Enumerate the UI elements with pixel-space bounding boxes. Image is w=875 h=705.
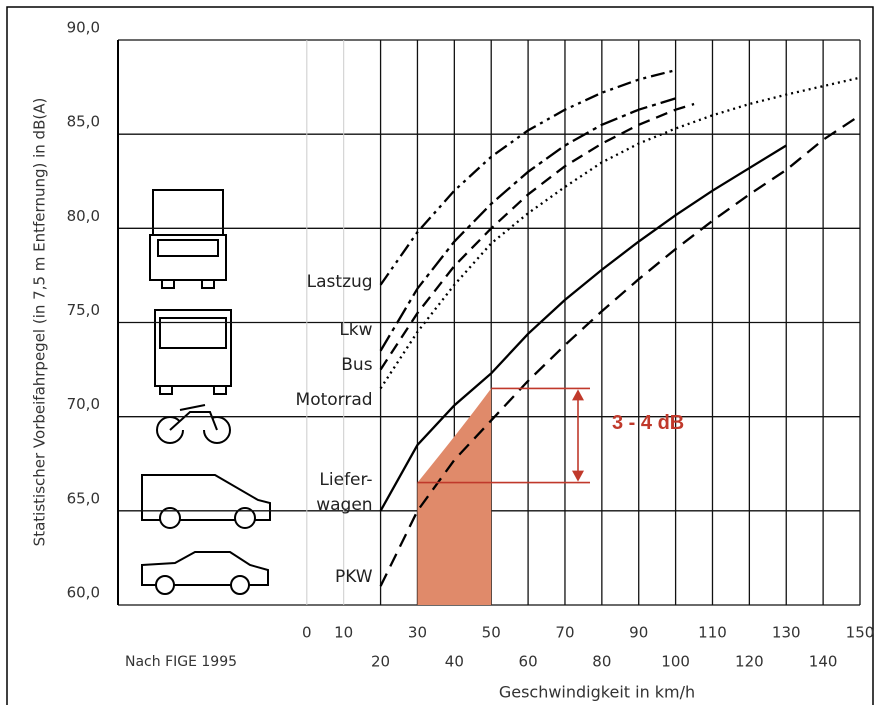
x-tick-label: 40 [445,653,464,671]
series-label: Lkw [223,318,373,343]
source-note: Nach FIGE 1995 [125,654,237,670]
chart: Statistischer Vorbeifahrpegel (in 7,5 m … [0,0,875,705]
series-label: Liefer- wagen [223,468,373,518]
series-label: Motorrad [223,388,373,413]
y-tick-label: 80,0 [67,207,100,225]
annotation-text: 3 - 4 dB [612,412,684,434]
x-tick-label: 140 [809,653,838,671]
x-tick-label: 90 [629,624,648,642]
y-tick-label: 65,0 [67,489,100,507]
x-tick-label: 70 [555,624,574,642]
y-tick-label: 60,0 [67,584,100,602]
y-tick-label: 75,0 [67,301,100,319]
x-tick-label: 0 [302,624,312,642]
series-line [381,78,860,389]
x-tick-label: 110 [698,624,727,642]
x-tick-label: 120 [735,653,764,671]
y-tick-label: 70,0 [67,395,100,413]
y-tick-label: 85,0 [67,113,100,131]
y-axis-label: Statistischer Vorbeifahrpegel (in 7,5 m … [31,98,49,547]
x-tick-label: 50 [482,624,501,642]
series-label: Lastzug [223,270,373,295]
x-tick-label: 130 [772,624,801,642]
x-tick-label: 80 [592,653,611,671]
x-tick-label: 20 [371,653,390,671]
arrow-head [572,471,584,482]
y-tick-label: 90,0 [67,19,100,37]
x-tick-label: 10 [334,624,353,642]
page: Statistischer Vorbeifahrpegel (in 7,5 m … [0,0,875,705]
series-label: PKW [223,565,373,590]
x-tick-label: 30 [408,624,427,642]
arrow-head [572,389,584,400]
x-tick-label: 100 [661,653,690,671]
x-tick-label: 150 [846,624,875,642]
series-label: Bus [223,353,373,378]
x-tick-label: 60 [519,653,538,671]
x-axis-label: Geschwindigkeit in km/h [499,683,695,702]
